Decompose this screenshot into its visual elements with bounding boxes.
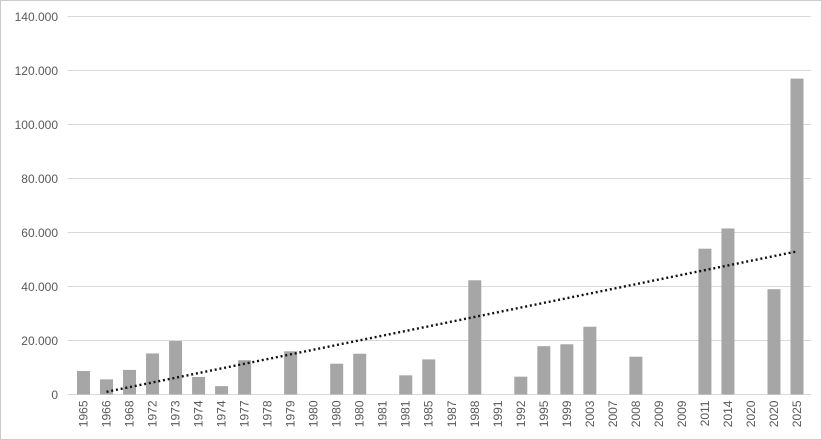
bar-2014 <box>721 228 735 395</box>
x-axis-tick-label: 1981 <box>376 400 390 427</box>
y-axis-tick-label: 120.000 <box>15 64 59 78</box>
x-axis-tick-label: 2009 <box>675 400 689 427</box>
x-axis-tick-label: 2020 <box>767 400 781 427</box>
x-axis-tick-label: 1965 <box>77 400 91 427</box>
bar-1979 <box>284 351 298 395</box>
bar-1980 <box>353 353 367 395</box>
x-axis-tick-label: 2025 <box>790 400 804 427</box>
x-axis-tick-label: 1973 <box>169 400 183 427</box>
x-axis-tick-label: 1981 <box>399 400 413 427</box>
x-axis-tick-label: 1987 <box>445 400 459 427</box>
x-axis-tick-label: 1974 <box>192 400 206 427</box>
x-axis-tick-label: 1977 <box>238 400 252 427</box>
x-axis-tick-label: 1980 <box>330 400 344 427</box>
x-axis-tick-label: 1968 <box>123 400 137 427</box>
x-axis-tick-label: 1985 <box>422 400 436 427</box>
x-axis-tick-label: 2014 <box>721 400 735 427</box>
x-axis-tick-label: 1988 <box>468 400 482 427</box>
x-axis-tick-label: 1980 <box>353 400 367 427</box>
bar-1965 <box>77 371 90 395</box>
bar-1966 <box>100 379 114 395</box>
x-axis-tick-label: 2020 <box>744 400 758 427</box>
x-axis-tick-label: 1974 <box>215 400 229 427</box>
bar-1977 <box>238 360 252 395</box>
x-axis-tick-label: 1972 <box>146 400 160 427</box>
x-axis-tick-label: 2008 <box>629 400 643 427</box>
x-axis-tick-label: 2009 <box>652 400 666 427</box>
bar-1974 <box>215 386 229 395</box>
x-axis-tick-label: 1979 <box>284 400 298 427</box>
bar-2025 <box>790 78 804 395</box>
y-axis-tick-label: 20.000 <box>21 334 58 348</box>
bar-1981 <box>399 375 413 395</box>
bar-1985 <box>422 359 436 395</box>
x-axis-tick-label: 1999 <box>560 400 574 427</box>
x-axis-tick-label: 2007 <box>606 400 620 427</box>
bar-1988 <box>468 280 482 395</box>
bar-2011 <box>698 248 712 395</box>
bar-1974 <box>192 376 206 395</box>
bar-1972 <box>146 353 160 395</box>
y-axis-tick-label: 140.000 <box>15 10 59 24</box>
x-axis-tick-label: 1966 <box>100 400 114 427</box>
bar-1999 <box>560 344 574 395</box>
bar-1968 <box>123 369 137 395</box>
trendline <box>106 250 798 393</box>
bar-1995 <box>537 346 551 395</box>
x-axis-tick-label: 1992 <box>514 400 528 427</box>
x-axis-tick-label: 1991 <box>491 400 505 427</box>
y-axis-tick-label: 40.000 <box>21 280 58 294</box>
x-axis-tick-label: 2011 <box>698 400 712 426</box>
bar-1980 <box>330 363 344 395</box>
bar-1973 <box>169 341 183 395</box>
y-axis-tick-label: 80.000 <box>21 172 58 186</box>
bar-2008 <box>629 356 643 395</box>
y-axis-tick-label: 0 <box>51 388 58 402</box>
bar-2003 <box>583 326 597 395</box>
x-axis-tick-label: 1995 <box>537 400 551 427</box>
bar-2020 <box>767 289 781 395</box>
x-axis-tick-label: 1980 <box>307 400 321 427</box>
x-axis-tick-label: 1978 <box>261 400 275 427</box>
bar-1992 <box>514 376 528 395</box>
x-axis-tick-label: 2003 <box>583 400 597 427</box>
y-axis-tick-label: 60.000 <box>21 226 58 240</box>
y-axis-tick-label: 100.000 <box>15 118 59 132</box>
